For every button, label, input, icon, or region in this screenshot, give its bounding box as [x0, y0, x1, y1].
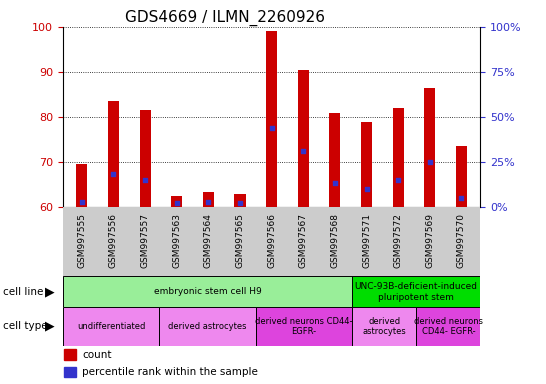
- Text: GSM997556: GSM997556: [109, 213, 118, 268]
- Point: [204, 199, 213, 205]
- Text: cell type: cell type: [3, 321, 48, 331]
- Bar: [256, 307, 352, 346]
- Bar: [76, 164, 87, 207]
- Bar: [64, 367, 76, 377]
- Text: cell line: cell line: [3, 287, 43, 297]
- Point: [173, 200, 181, 206]
- Text: GSM997566: GSM997566: [267, 213, 276, 268]
- Bar: [63, 307, 159, 346]
- Bar: [203, 192, 214, 207]
- Text: derived astrocytes: derived astrocytes: [168, 322, 247, 331]
- Text: UNC-93B-deficient-induced
pluripotent stem: UNC-93B-deficient-induced pluripotent st…: [355, 282, 478, 301]
- Point: [299, 148, 307, 154]
- Point: [109, 170, 118, 177]
- Bar: [140, 110, 151, 207]
- Text: GSM997564: GSM997564: [204, 213, 213, 268]
- Point: [425, 159, 434, 165]
- Point: [457, 195, 466, 201]
- Bar: [234, 194, 246, 207]
- Text: GSM997568: GSM997568: [330, 213, 340, 268]
- Text: GSM997567: GSM997567: [299, 213, 308, 268]
- Text: GSM997555: GSM997555: [78, 213, 86, 268]
- Text: GSM997565: GSM997565: [235, 213, 245, 268]
- Bar: [329, 113, 341, 207]
- Point: [362, 186, 371, 192]
- Text: count: count: [82, 350, 112, 360]
- Text: ▶: ▶: [45, 320, 55, 333]
- Text: percentile rank within the sample: percentile rank within the sample: [82, 367, 258, 377]
- Point: [330, 179, 339, 185]
- Bar: [63, 276, 352, 307]
- Bar: [108, 101, 119, 207]
- Bar: [352, 307, 416, 346]
- Bar: [352, 276, 480, 307]
- Text: GSM997569: GSM997569: [425, 213, 435, 268]
- Bar: [424, 88, 435, 207]
- Text: derived neurons
CD44- EGFR-: derived neurons CD44- EGFR-: [414, 317, 483, 336]
- Bar: [171, 196, 182, 207]
- Bar: [64, 349, 76, 360]
- Text: undifferentiated: undifferentiated: [77, 322, 145, 331]
- Text: GSM997572: GSM997572: [394, 213, 403, 268]
- Point: [141, 177, 150, 184]
- Bar: [298, 70, 309, 207]
- Point: [268, 125, 276, 131]
- Point: [78, 199, 86, 205]
- Bar: [266, 31, 277, 207]
- Text: GDS4669 / ILMN_2260926: GDS4669 / ILMN_2260926: [126, 9, 325, 25]
- Text: GSM997563: GSM997563: [172, 213, 181, 268]
- Bar: [416, 307, 480, 346]
- Text: derived neurons CD44-
EGFR-: derived neurons CD44- EGFR-: [255, 317, 353, 336]
- Bar: [361, 122, 372, 207]
- Text: GSM997570: GSM997570: [457, 213, 466, 268]
- Bar: [393, 108, 403, 207]
- Point: [236, 200, 245, 206]
- Text: GSM997571: GSM997571: [362, 213, 371, 268]
- Point: [394, 177, 402, 184]
- Text: embryonic stem cell H9: embryonic stem cell H9: [153, 287, 261, 296]
- Text: GSM997557: GSM997557: [140, 213, 150, 268]
- Text: derived
astrocytes: derived astrocytes: [362, 317, 406, 336]
- Bar: [159, 307, 256, 346]
- Text: ▶: ▶: [45, 285, 55, 298]
- Bar: [456, 146, 467, 207]
